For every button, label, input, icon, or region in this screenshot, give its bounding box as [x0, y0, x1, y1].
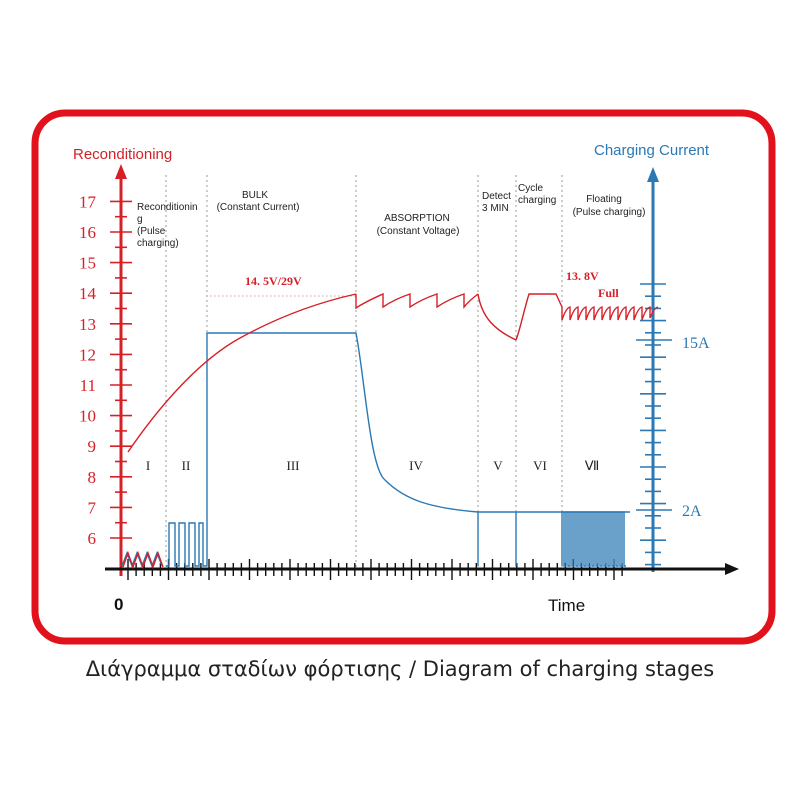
stage-numeral-4: IV	[409, 458, 423, 473]
voltage-cycle-plateau	[515, 293, 563, 341]
annotation-full: Full	[598, 286, 619, 300]
voltage-absorption-sawtooth	[355, 292, 479, 310]
left-tick-label: 16	[79, 223, 96, 242]
voltage-bulk-rise	[127, 293, 357, 453]
float-pulse-train	[561, 511, 626, 567]
title-absorption-1: ABSORPTION	[384, 213, 450, 224]
right-axis-arrow	[647, 167, 659, 182]
left-tick-label: 17	[79, 192, 97, 211]
diagram-frame	[31, 109, 776, 645]
left-tick-label: 8	[88, 468, 97, 487]
x-axis-label: Time	[548, 596, 585, 615]
left-axis-tick-labels: 6 7 8 9 10 11 12 13 14 15 16 17	[79, 192, 97, 548]
title-detect-1: Detect	[482, 191, 511, 202]
right-axis-label-15a: 15A	[682, 335, 710, 352]
right-axis-ticks	[636, 283, 672, 566]
title-cycle-1: Cycle	[518, 183, 543, 194]
title-bulk-2: (Constant Current)	[217, 202, 300, 213]
annotation-bulk-voltage: 14. 5V/29V	[245, 274, 302, 288]
left-tick-label: 9	[88, 437, 97, 456]
stage-numerals: I II III IV V VI Ⅶ	[146, 458, 599, 473]
left-tick-label: 13	[79, 315, 96, 334]
left-tick-label: 12	[79, 345, 96, 364]
right-axis-label-2a: 2A	[682, 503, 702, 520]
left-tick-label: 6	[88, 529, 97, 548]
x-axis: 0 Time	[105, 559, 739, 615]
stage-numeral-5: V	[493, 458, 503, 473]
title-reconditioning-3: (Pulse	[137, 226, 166, 237]
stage-numeral-7: Ⅶ	[585, 458, 600, 473]
voltage-curve	[122, 292, 659, 570]
x-axis-arrow	[725, 563, 739, 575]
left-tick-label: 7	[88, 498, 97, 517]
title-reconditioning-4: charging)	[137, 238, 179, 249]
voltage-annotations: 14. 5V/29V 13. 8V Full	[245, 269, 619, 300]
left-tick-label: 11	[80, 376, 96, 395]
voltage-float-ripple	[561, 306, 659, 321]
voltage-detect-drop	[477, 293, 517, 341]
stage-numeral-3: III	[287, 458, 300, 473]
title-floating-2: (Pulse charging)	[573, 207, 646, 218]
stage-numeral-6: VI	[533, 458, 547, 473]
left-axis-arrow	[115, 164, 127, 179]
current-bulk-and-absorption	[206, 332, 630, 566]
title-bulk-1: BULK	[242, 190, 268, 201]
title-absorption-2: (Constant Voltage)	[377, 226, 460, 237]
left-axis-ticks	[110, 200, 132, 539]
title-floating-1: Floating	[586, 194, 622, 205]
current-pulses	[166, 522, 207, 567]
voltage-recondition-ramps	[122, 550, 164, 570]
right-axis-title: Charging Current	[594, 142, 710, 159]
caption: Διάγραμμα σταδίων φόρτισης / Diagram of …	[86, 657, 715, 681]
title-reconditioning-2: g	[137, 214, 143, 225]
stage-titles: Reconditionin g (Pulse charging) BULK (C…	[137, 183, 645, 249]
annotation-float-voltage: 13. 8V	[566, 269, 599, 283]
stage-numeral-2: II	[182, 458, 191, 473]
title-detect-2: 3 MIN	[482, 203, 509, 214]
stage-numeral-1: I	[146, 458, 150, 473]
left-tick-label: 15	[79, 254, 96, 273]
title-cycle-2: charging	[518, 195, 556, 206]
left-tick-label: 10	[79, 407, 96, 426]
title-reconditioning-1: Reconditionin	[137, 202, 198, 213]
x-axis-origin-label: 0	[114, 595, 123, 614]
current-float-pulses	[561, 511, 626, 567]
right-axis: Charging Current 15A 2A	[594, 142, 710, 572]
left-axis-title: Reconditioning	[73, 146, 172, 163]
left-tick-label: 14	[79, 284, 97, 303]
left-axis: 6 7 8 9 10 11 12 13 14 15 16 17 Reconditioning	[73, 146, 172, 576]
